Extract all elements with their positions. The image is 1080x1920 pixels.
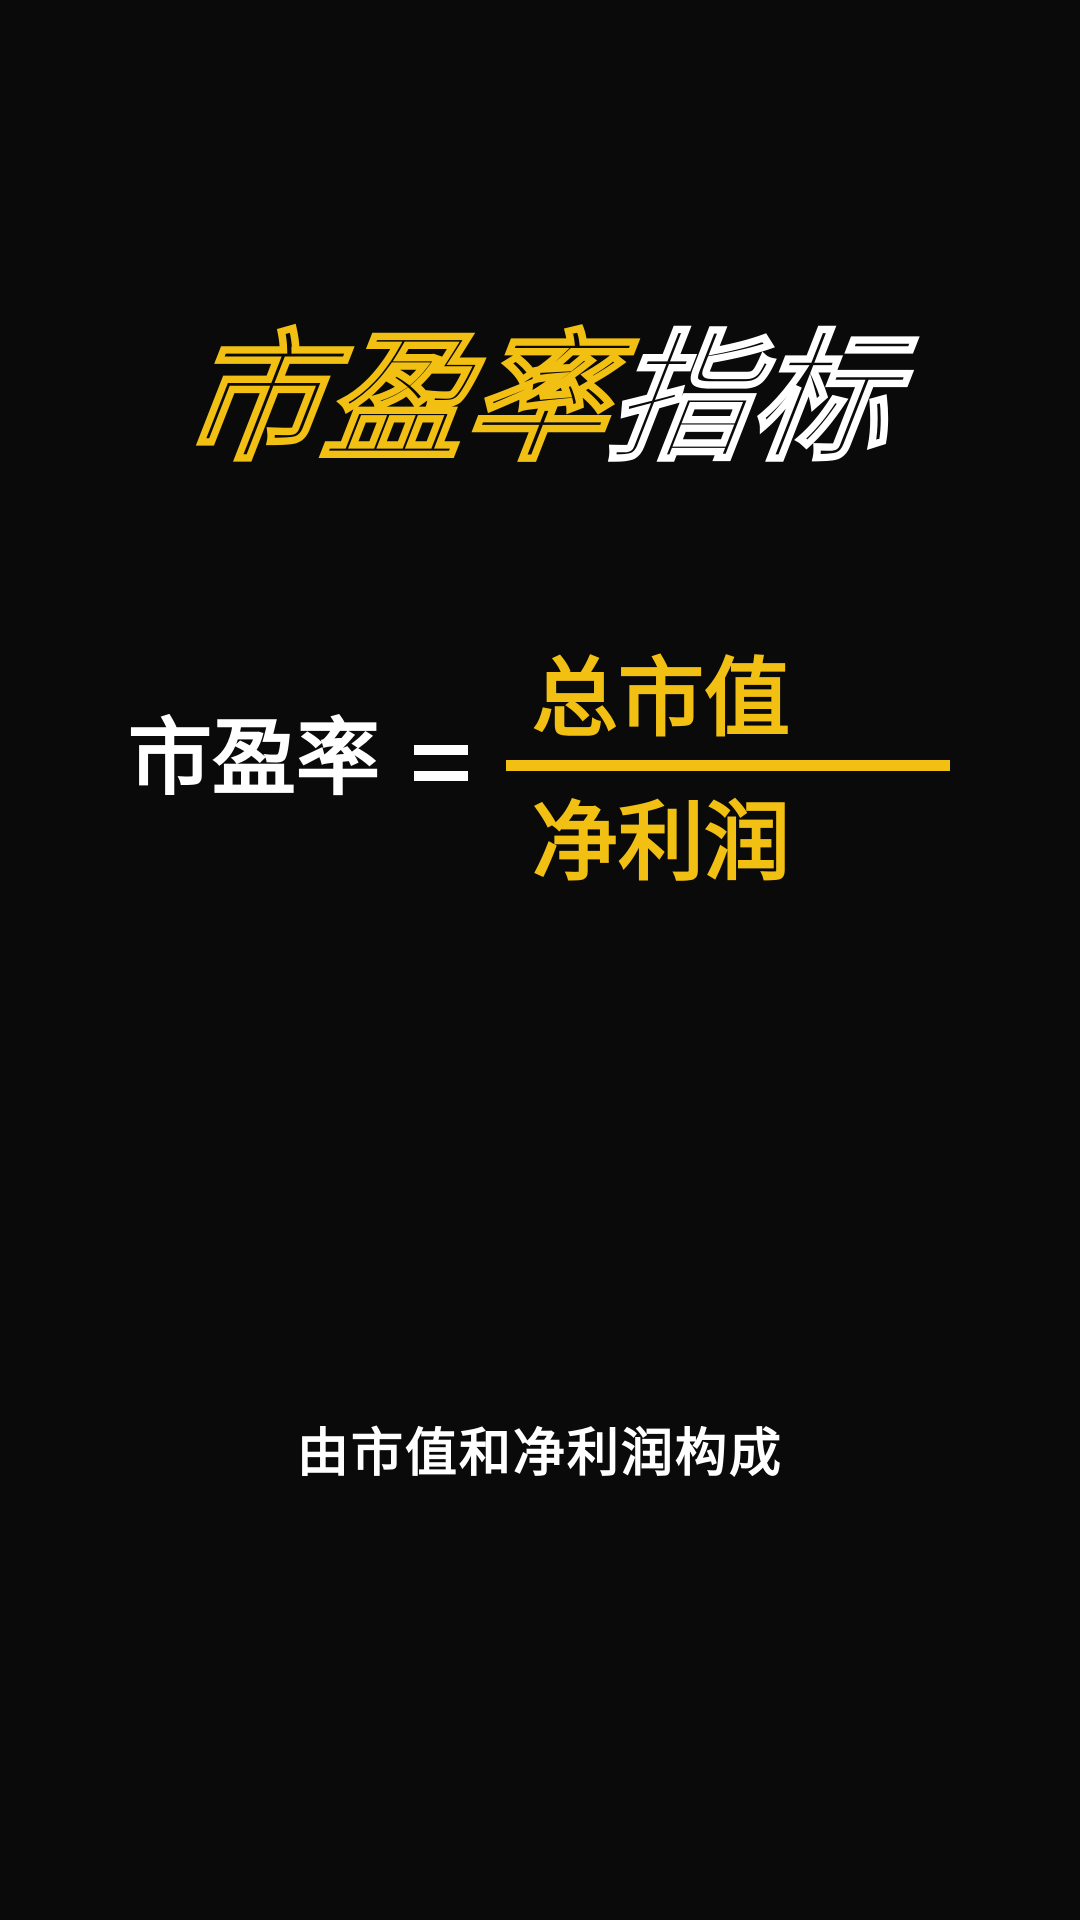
subtitle-caption: 由市值和净利润构成 [296, 1424, 783, 1484]
title-rest: 指标 [598, 317, 908, 483]
formula-denominator: 净利润 [532, 793, 790, 893]
page-title: 市盈率指标 [0, 317, 1080, 483]
equals-sign [414, 745, 468, 781]
equals-bar-top [414, 745, 468, 755]
formula-numerator: 总市值 [532, 649, 790, 749]
formula-lhs: 市盈率 [128, 709, 381, 807]
title-highlight: 市盈率 [172, 317, 624, 483]
equals-bar-bottom [414, 771, 468, 781]
fraction-line [506, 760, 950, 771]
